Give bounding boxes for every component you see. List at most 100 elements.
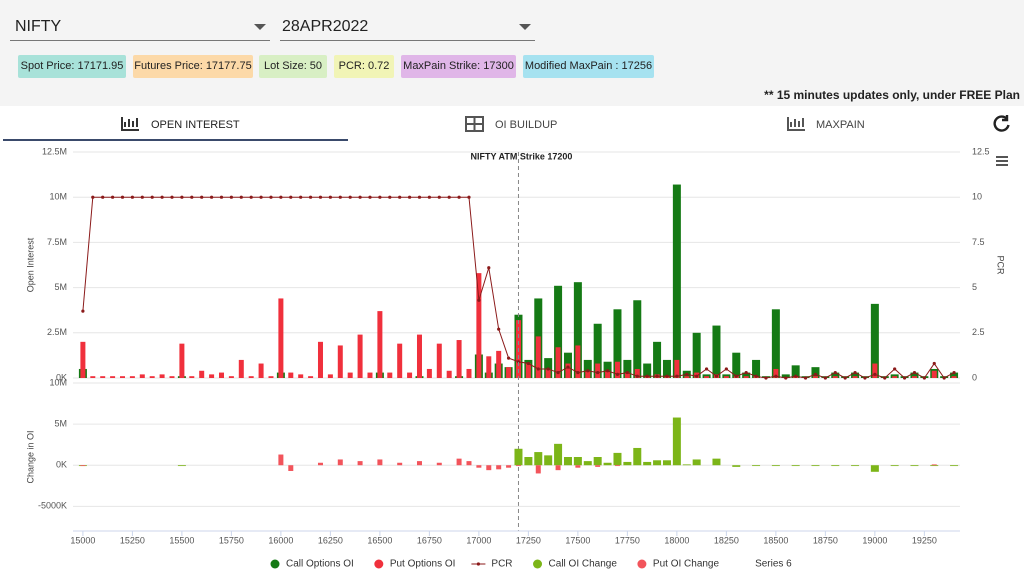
bar — [248, 376, 254, 378]
bar — [476, 465, 482, 468]
pcr-marker — [724, 367, 728, 371]
bar — [911, 376, 917, 378]
pcr-marker — [477, 298, 481, 302]
legend-label[interactable]: PCR — [491, 559, 512, 570]
y2-axis-title: PCR — [996, 255, 1006, 275]
bar — [603, 462, 612, 466]
bar — [743, 376, 749, 378]
refresh-button[interactable] — [993, 115, 1010, 132]
bar — [436, 462, 442, 466]
bar — [278, 454, 284, 466]
bar — [554, 443, 563, 466]
pcr-marker — [437, 195, 441, 199]
pcr-marker — [625, 370, 629, 375]
tab[interactable]: OPEN INTEREST — [121, 117, 240, 131]
bar — [643, 363, 652, 378]
bar — [704, 376, 710, 378]
bar — [623, 461, 632, 466]
pcr-marker — [635, 374, 639, 378]
pcr-marker — [784, 376, 788, 380]
pcr-marker — [922, 376, 926, 380]
bar — [179, 343, 185, 378]
bar — [872, 363, 878, 378]
bar — [317, 462, 323, 466]
tab-label: MAXPAIN — [816, 119, 865, 131]
atm-label: NIFTY ATM Strike 17200 — [471, 151, 573, 161]
bar — [298, 374, 304, 378]
bar — [139, 374, 145, 378]
bar — [870, 303, 879, 378]
pcr-marker — [130, 195, 134, 199]
x-tick-label: 15000 — [70, 535, 95, 545]
y-tick-label: -5000K — [38, 501, 67, 511]
pcr-marker — [190, 195, 194, 199]
legend-label[interactable]: Call OI Change — [549, 559, 618, 570]
legend-label[interactable]: Series 6 — [755, 559, 792, 570]
symbol-select[interactable]: NIFTY — [10, 12, 270, 41]
bar — [506, 465, 512, 468]
expiry-select[interactable]: 28APR2022 — [280, 12, 535, 41]
notice: ** 15 minutes updates only, under FREE P… — [764, 88, 1020, 102]
pcr-marker — [407, 195, 412, 199]
bar — [456, 458, 462, 466]
pcr-marker — [219, 195, 224, 199]
pcr-marker — [774, 374, 778, 378]
tab[interactable]: MAXPAIN — [787, 117, 865, 131]
pcr-marker — [833, 370, 837, 375]
pcr-marker — [754, 374, 758, 378]
pcr-marker — [239, 195, 243, 199]
y-axis-title: Open Interest — [25, 237, 35, 292]
bar — [535, 465, 541, 474]
bar — [149, 376, 155, 378]
x-tick-label: 15500 — [169, 535, 194, 545]
bar — [662, 460, 671, 466]
pcr-marker — [665, 374, 669, 378]
bar — [337, 459, 343, 466]
pcr-marker — [328, 195, 332, 199]
x-tick-label: 17000 — [466, 535, 491, 545]
bar — [575, 345, 581, 378]
bar — [573, 282, 582, 378]
pcr-marker — [398, 195, 402, 199]
pcr-marker — [487, 266, 491, 270]
pcr-marker — [645, 374, 649, 378]
bar — [524, 457, 533, 466]
x-tick-label: 18500 — [763, 535, 788, 545]
legend-label[interactable]: Put OI Change — [653, 559, 720, 570]
bar — [851, 465, 860, 467]
bar — [931, 464, 937, 466]
y-tick-label: 7.5M — [47, 237, 67, 247]
bar — [773, 368, 779, 378]
bar — [436, 343, 442, 378]
bar — [674, 359, 680, 378]
bar — [486, 465, 492, 471]
tab[interactable]: OI BUILDUP — [465, 116, 557, 132]
bar — [565, 363, 571, 378]
pcr-marker — [576, 370, 580, 375]
bar — [466, 461, 472, 466]
bar — [712, 325, 721, 378]
bar — [288, 465, 294, 471]
bar — [466, 368, 472, 378]
bar — [218, 372, 224, 378]
pcr-marker — [823, 376, 827, 380]
bar — [387, 372, 393, 378]
menu-button[interactable] — [996, 156, 1008, 166]
bar — [228, 376, 234, 378]
bar — [416, 461, 422, 466]
pcr-marker — [308, 195, 313, 199]
pcr-marker — [120, 195, 125, 199]
bar — [633, 300, 642, 378]
pcr-marker — [942, 376, 946, 380]
legend-label[interactable]: Put Options OI — [390, 559, 456, 570]
pcr-marker — [368, 195, 372, 199]
badge: PCR: 0.72 — [334, 55, 394, 78]
pcr-marker — [447, 195, 451, 199]
legend-label[interactable]: Call Options OI — [286, 559, 354, 570]
y2-tick-label: 5 — [972, 282, 977, 292]
pcr-marker — [704, 367, 709, 371]
legend-symbol — [476, 562, 481, 566]
bar — [555, 347, 561, 378]
bar — [732, 352, 741, 378]
bar — [367, 372, 373, 378]
